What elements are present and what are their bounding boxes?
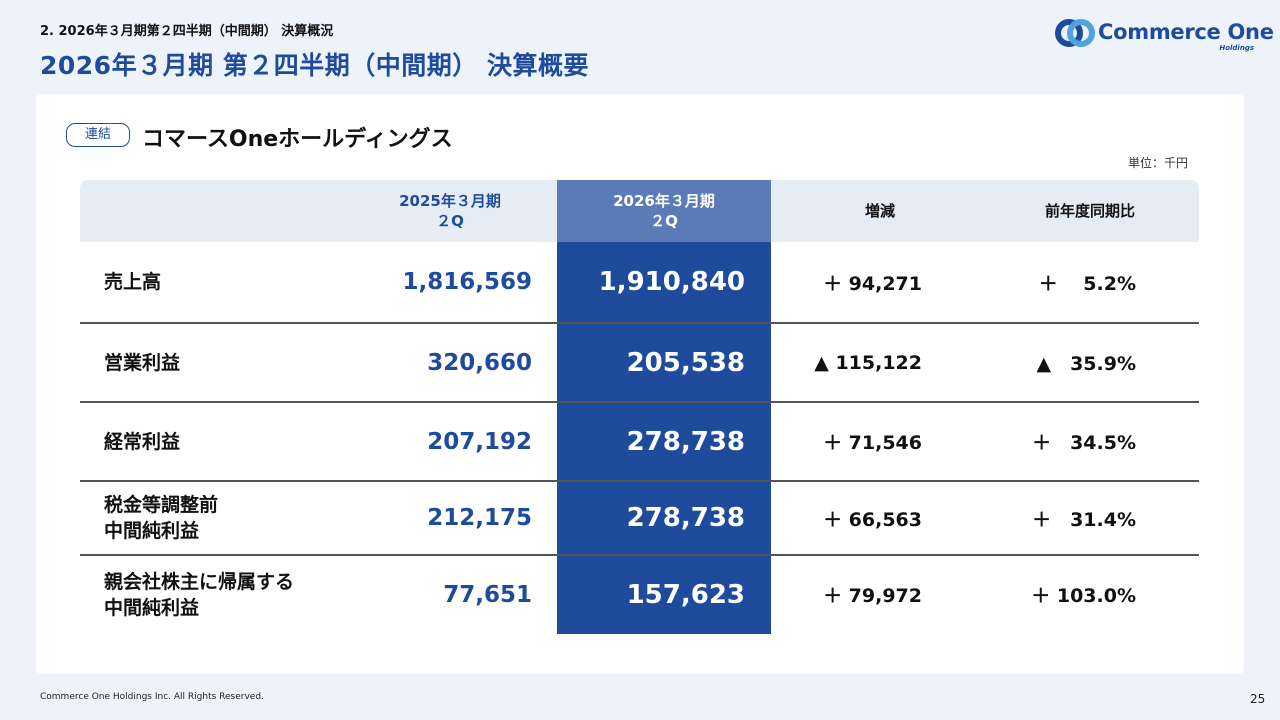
yoy-ratio-value: ▲ 35.9% [1036, 353, 1136, 375]
table-row: 経常利益 207,192 278,738 ＋ 71,546 ＋ 34.5% [80, 402, 1199, 481]
current-value: 1,910,840 [598, 267, 745, 297]
table-row: 営業利益 320,660 205,538 ▲ 115,122 ▲ 35.9% [80, 323, 1199, 402]
header-current-period: 2026年３月期 ２Q [557, 180, 771, 242]
change-value: ▲ 115,122 [814, 351, 922, 374]
table-row: 親会社株主に帰属する 中間純利益 77,651 157,623 ＋ 79,972… [80, 555, 1199, 634]
header-change-label: 増減 [864, 202, 895, 220]
consolidated-badge: 連結 [66, 123, 130, 147]
row-label: 税金等調整前 中間純利益 [104, 494, 219, 542]
yoy-ratio-value: ＋ 103.0% [1031, 585, 1136, 607]
prev-value: 212,175 [427, 505, 532, 531]
page-title: 2026年３月期 第２四半期（中間期） 決算概要 [40, 51, 589, 80]
row-label: 売上高 [104, 271, 162, 293]
prev-value: 320,660 [427, 349, 532, 376]
copyright-footer: Commerce One Holdings Inc. All Rights Re… [40, 692, 264, 702]
row-divider [80, 554, 1199, 556]
header-current-period-line2: ２Q [650, 212, 678, 230]
company-logo: Commerce One Holdings [1054, 16, 1274, 56]
yoy-ratio-value: ＋ 34.5% [1032, 432, 1136, 454]
current-value: 278,738 [626, 426, 745, 457]
company-name: コマースOneホールディングス [142, 127, 453, 152]
change-value: ＋ 71,546 [823, 432, 922, 454]
header-prev-period-line1: 2025年３月期 [399, 192, 501, 210]
logo-mark-icon [1055, 19, 1095, 47]
row-divider [80, 480, 1199, 482]
table-row: 税金等調整前 中間純利益 212,175 278,738 ＋ 66,563 ＋ … [80, 481, 1199, 555]
yoy-ratio-value: ＋ 5.2% [1038, 272, 1136, 295]
current-value: 278,738 [626, 503, 745, 533]
header-current-period-line1: 2026年３月期 [613, 192, 715, 210]
header-prev-period: 2025年３月期 ２Q [370, 180, 530, 242]
change-value: ＋ 79,972 [823, 585, 922, 607]
header-yoy-ratio-label: 前年度同期比 [1044, 202, 1135, 220]
header-yoy-ratio: 前年度同期比 [990, 180, 1190, 242]
row-divider [80, 322, 1199, 324]
unit-label: 単位：千円 [1128, 156, 1189, 170]
change-value: ＋ 94,271 [823, 272, 922, 295]
header-change: 増減 [780, 180, 980, 242]
prev-value: 77,651 [443, 581, 532, 608]
yoy-ratio-value: ＋ 31.4% [1032, 508, 1136, 531]
current-value: 205,538 [626, 347, 745, 378]
change-value: ＋ 66,563 [823, 508, 922, 531]
prev-value: 207,192 [427, 428, 532, 455]
prev-value: 1,816,569 [402, 269, 533, 295]
row-label: 営業利益 [104, 351, 181, 374]
table-row: 売上高 1,816,569 1,910,840 ＋ 94,271 ＋ 5.2% [80, 242, 1199, 322]
row-label: 親会社株主に帰属する 中間純利益 [104, 570, 295, 619]
row-label: 経常利益 [104, 430, 181, 453]
header-prev-period-line2: ２Q [436, 212, 464, 230]
logo-subtext: Holdings [1219, 44, 1254, 52]
logo-text: Commerce One [1098, 20, 1274, 44]
current-value: 157,623 [626, 579, 745, 610]
page-number: 25 [1250, 692, 1266, 706]
current-period-column-highlight [557, 242, 771, 634]
breadcrumb: 2. 2026年３月期第２四半期（中間期） 決算概況 [40, 24, 334, 39]
row-divider [80, 401, 1199, 403]
